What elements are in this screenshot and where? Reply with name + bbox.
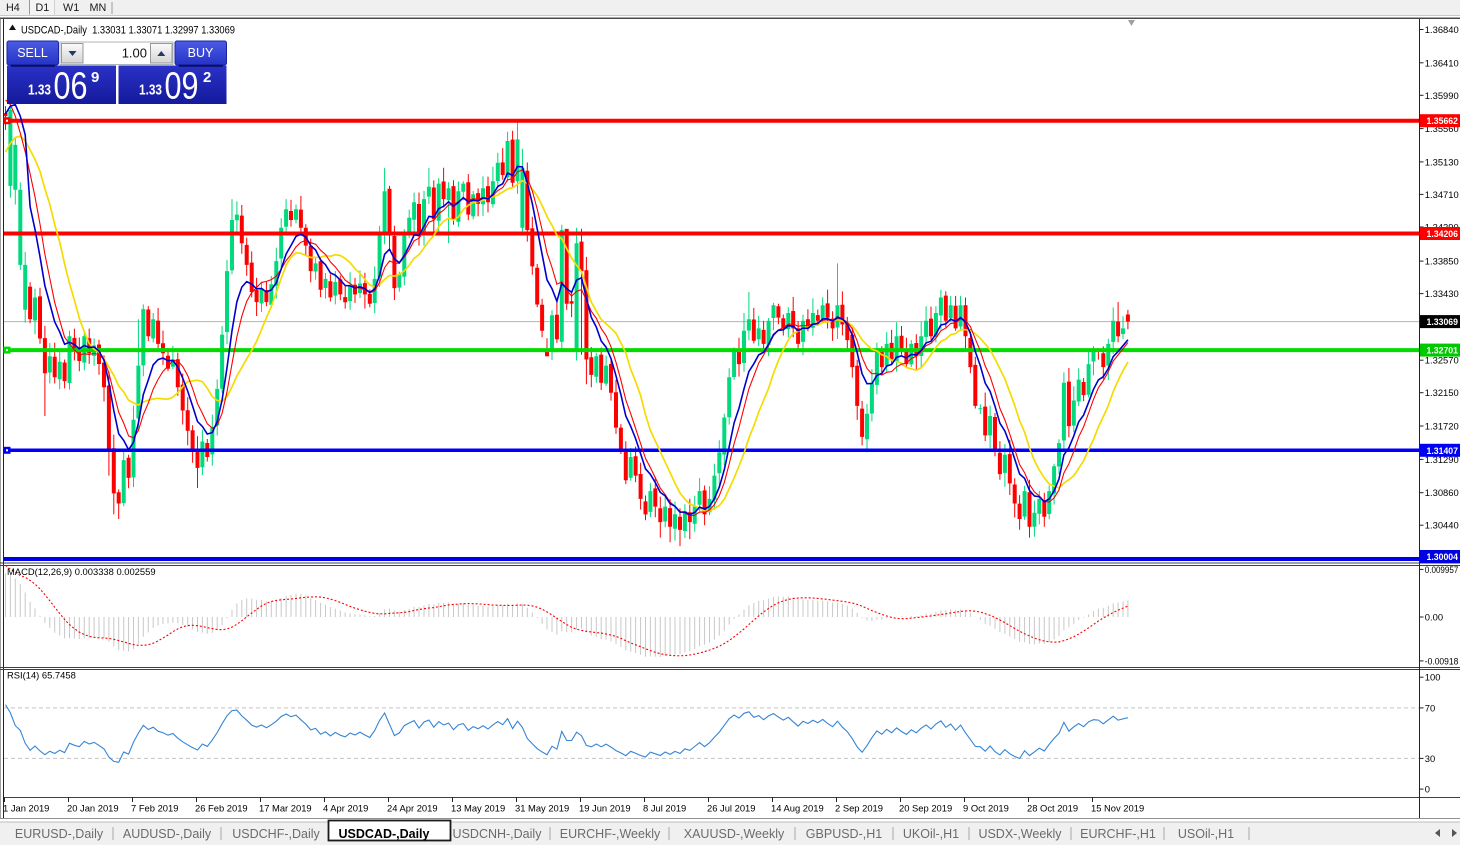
svg-text:GBPUSD-,H1: GBPUSD-,H1	[806, 827, 882, 841]
svg-text:W1: W1	[63, 2, 79, 14]
svg-text:USDCNH-,Daily: USDCNH-,Daily	[453, 827, 543, 841]
svg-text:24 Apr 2019: 24 Apr 2019	[387, 803, 438, 814]
svg-text:31 May 2019: 31 May 2019	[515, 803, 569, 814]
svg-text:1.35560: 1.35560	[1425, 123, 1459, 134]
svg-text:0: 0	[1425, 784, 1430, 795]
svg-text:70: 70	[1425, 702, 1435, 713]
svg-text:8 Jul 2019: 8 Jul 2019	[643, 803, 686, 814]
svg-text:1.32701: 1.32701	[1427, 346, 1459, 357]
svg-text:1.34206: 1.34206	[1427, 229, 1459, 240]
svg-text:USDCHF-,Daily: USDCHF-,Daily	[232, 827, 320, 841]
svg-text:RSI(14) 65.7458: RSI(14) 65.7458	[7, 670, 76, 681]
svg-text:100: 100	[1425, 672, 1441, 683]
svg-text:26 Jul 2019: 26 Jul 2019	[707, 803, 755, 814]
svg-text:USDCAD-,Daily: USDCAD-,Daily	[339, 827, 430, 841]
svg-text:1.31290: 1.31290	[1425, 454, 1459, 465]
svg-text:SELL: SELL	[17, 46, 48, 60]
svg-text:1.36410: 1.36410	[1425, 57, 1459, 68]
svg-text:1.35130: 1.35130	[1425, 156, 1459, 167]
svg-text:UKOil-,H1: UKOil-,H1	[903, 827, 959, 841]
svg-text:1.32150: 1.32150	[1425, 387, 1459, 398]
svg-text:09: 09	[165, 66, 199, 108]
svg-text:28 Oct 2019: 28 Oct 2019	[1027, 803, 1078, 814]
svg-text:USDCAD-,Daily 1.33031 1.33071: USDCAD-,Daily 1.33031 1.33071 1.32997 1.…	[21, 25, 235, 37]
svg-text:1.35990: 1.35990	[1425, 90, 1459, 101]
svg-text:4 Apr 2019: 4 Apr 2019	[323, 803, 368, 814]
svg-text:MN: MN	[90, 2, 107, 14]
svg-text:1.30860: 1.30860	[1425, 487, 1459, 498]
svg-text:USDX-,Weekly: USDX-,Weekly	[978, 827, 1062, 841]
svg-text:06: 06	[54, 66, 88, 108]
svg-text:1.30004: 1.30004	[1427, 552, 1459, 563]
svg-text:-0.00918: -0.00918	[1425, 655, 1459, 666]
svg-text:EURUSD-,Daily: EURUSD-,Daily	[15, 827, 104, 841]
svg-text:0.00: 0.00	[1425, 612, 1443, 623]
svg-text:BUY: BUY	[188, 46, 214, 60]
svg-text:MACD(12,26,9) 0.003338 0.00255: MACD(12,26,9) 0.003338 0.002559	[7, 566, 156, 577]
svg-text:1.33850: 1.33850	[1425, 256, 1459, 267]
svg-text:1.35662: 1.35662	[1427, 116, 1459, 127]
svg-text:9: 9	[91, 69, 99, 86]
svg-text:2 Sep 2019: 2 Sep 2019	[835, 803, 883, 814]
svg-text:1.36840: 1.36840	[1425, 24, 1459, 35]
svg-text:1.31720: 1.31720	[1425, 421, 1459, 432]
svg-text:15 Nov 2019: 15 Nov 2019	[1091, 803, 1144, 814]
svg-text:1 Jan 2019: 1 Jan 2019	[3, 803, 49, 814]
svg-text:17 Mar 2019: 17 Mar 2019	[259, 803, 312, 814]
svg-text:1.34710: 1.34710	[1425, 189, 1459, 200]
svg-text:0.009957: 0.009957	[1425, 564, 1459, 575]
svg-text:1.33: 1.33	[28, 82, 51, 99]
svg-text:20 Jan 2019: 20 Jan 2019	[67, 803, 119, 814]
svg-text:1.33: 1.33	[139, 82, 162, 99]
svg-text:1.30440: 1.30440	[1425, 520, 1459, 531]
svg-text:9 Oct 2019: 9 Oct 2019	[963, 803, 1009, 814]
svg-text:1.33069: 1.33069	[1427, 317, 1459, 328]
svg-text:1.31407: 1.31407	[1427, 446, 1459, 457]
svg-text:13 May 2019: 13 May 2019	[451, 803, 505, 814]
svg-text:30: 30	[1425, 753, 1435, 764]
svg-text:26 Feb 2019: 26 Feb 2019	[195, 803, 248, 814]
svg-text:1.00: 1.00	[122, 46, 147, 61]
svg-text:19 Jun 2019: 19 Jun 2019	[579, 803, 631, 814]
svg-text:USOil-,H1: USOil-,H1	[1178, 827, 1234, 841]
svg-text:7 Feb 2019: 7 Feb 2019	[131, 803, 178, 814]
svg-text:XAUUSD-,Weekly: XAUUSD-,Weekly	[684, 827, 785, 841]
svg-text:AUDUSD-,Daily: AUDUSD-,Daily	[123, 827, 212, 841]
svg-text:14 Aug 2019: 14 Aug 2019	[771, 803, 824, 814]
svg-text:2: 2	[203, 69, 211, 86]
svg-text:1.33430: 1.33430	[1425, 288, 1459, 299]
svg-text:EURCHF-,Weekly: EURCHF-,Weekly	[560, 827, 661, 841]
svg-text:H4: H4	[6, 2, 20, 14]
svg-text:EURCHF-,H1: EURCHF-,H1	[1080, 827, 1156, 841]
svg-text:1.32570: 1.32570	[1425, 355, 1459, 366]
svg-text:20 Sep 2019: 20 Sep 2019	[899, 803, 952, 814]
svg-text:D1: D1	[36, 2, 50, 14]
